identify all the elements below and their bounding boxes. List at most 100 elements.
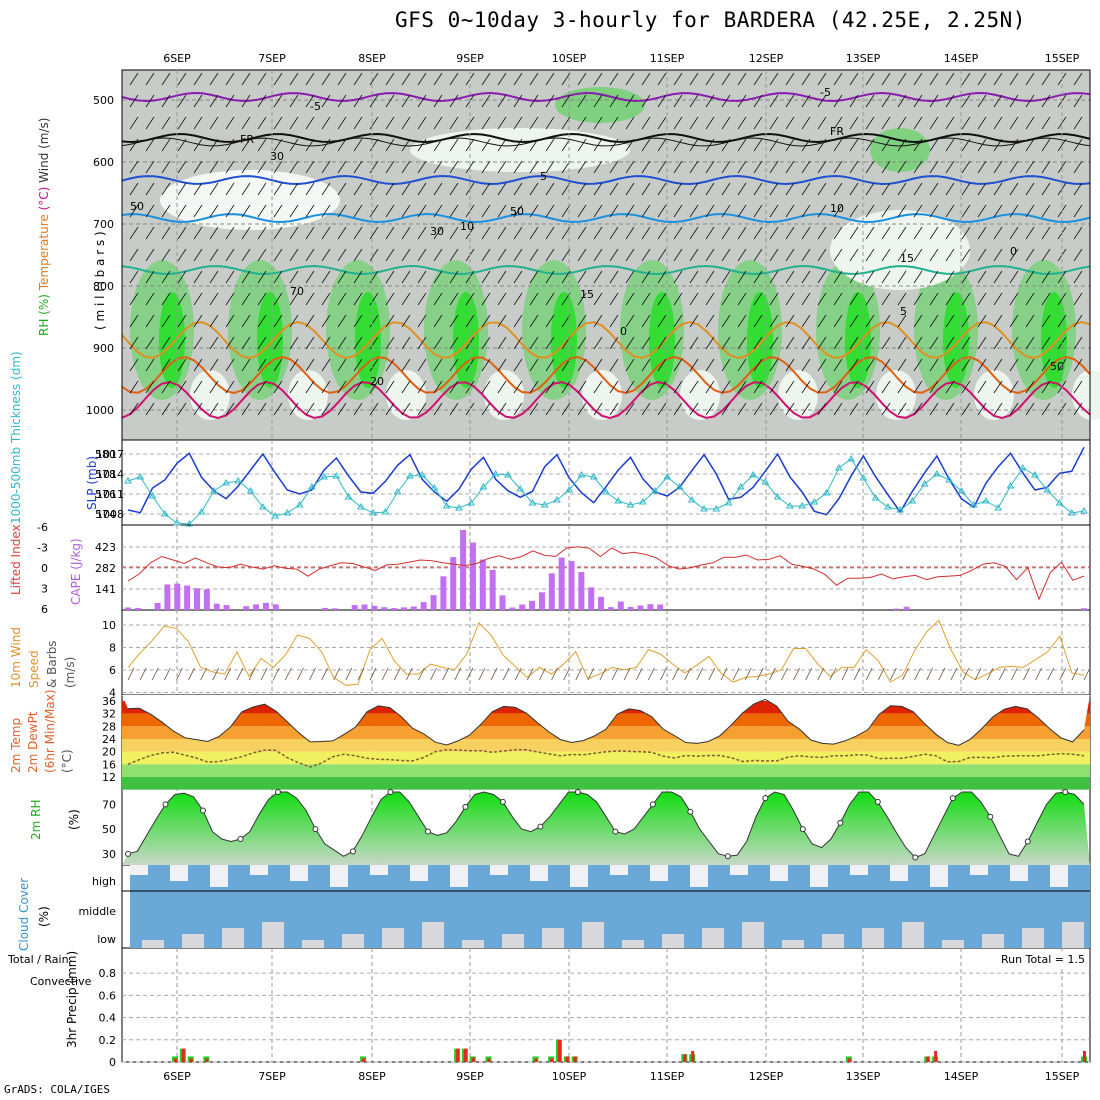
wind-barb (449, 94, 459, 108)
wind-barb (1041, 226, 1051, 240)
wind-barb (129, 270, 139, 284)
wind-barb (929, 94, 939, 108)
wind-barb (177, 138, 187, 152)
wind-barb (881, 314, 891, 328)
wind-barb (657, 138, 667, 152)
thickness-marker (295, 501, 304, 508)
wind-barb (721, 402, 731, 416)
wind-barb (785, 182, 795, 196)
date-label-bottom: 15SEP (1045, 1070, 1080, 1083)
thickness-marker (859, 474, 868, 481)
thickness-marker (418, 471, 427, 478)
wind-barb (513, 160, 523, 174)
thickness-marker (1018, 464, 1027, 471)
wind-barb (897, 94, 907, 108)
wind-barb (993, 116, 1003, 130)
wind-barb (913, 270, 923, 284)
wind-barb (625, 248, 635, 262)
wind-barb (993, 94, 1003, 108)
wind-barb (369, 72, 379, 86)
wind-barb (833, 380, 843, 394)
rh-marker (912, 854, 919, 861)
wind-barb (481, 270, 491, 284)
wind-barb (577, 248, 587, 262)
wind-barb (625, 336, 635, 350)
precip-convective-bar (362, 1058, 366, 1062)
cape-tick-label: 282 (95, 562, 116, 575)
thickness-marker (822, 489, 831, 496)
wind-barb (961, 226, 971, 240)
contour-label: -5 (310, 100, 321, 113)
wind-barb (913, 204, 923, 218)
wind-barb (929, 336, 939, 350)
wind-barb (945, 248, 955, 262)
wind-barb (753, 94, 763, 108)
cape-bar (322, 607, 329, 610)
cloud-gap-high (210, 865, 228, 887)
wind-barb (865, 72, 875, 86)
wind-barb (513, 138, 523, 152)
wind-barb (337, 226, 347, 240)
wind-barb (561, 72, 571, 86)
precip-tick-label: 0.8 (99, 967, 117, 980)
rh-dry-region (830, 210, 970, 290)
wind-barb (609, 402, 619, 416)
wind-barb (1041, 358, 1051, 372)
wind-barb (369, 248, 379, 262)
wind-barb (417, 292, 427, 306)
wind-barb (865, 402, 875, 416)
isotherm-line (121, 320, 1091, 360)
wind-barb (481, 380, 491, 394)
wind-barb (753, 226, 763, 240)
wind-barb (657, 160, 667, 174)
wind-barb (129, 138, 139, 152)
wind-barb (449, 138, 459, 152)
wind-barb (705, 204, 715, 218)
wind-barb (993, 314, 1003, 328)
wind-barb (257, 358, 267, 372)
wind-barb (817, 292, 827, 306)
wind-barb (641, 270, 651, 284)
wind-barb (385, 226, 395, 240)
wind-barb (753, 72, 763, 86)
wind-barb (433, 182, 443, 196)
precip-ylabel: 3hr Precip (mm) (65, 951, 79, 1048)
wind-barb (305, 336, 315, 350)
wind-barb (1057, 160, 1067, 174)
thickness-marker (124, 477, 132, 484)
wind-barb-10m (744, 667, 752, 681)
wind-barb (145, 380, 155, 394)
wind-barb (481, 292, 491, 306)
wind-barb (673, 314, 683, 328)
wind-barb (625, 94, 635, 108)
wind-barb (705, 292, 715, 306)
wind-barb (929, 270, 939, 284)
wind-barb (929, 160, 939, 174)
wind-barb (913, 182, 923, 196)
wind-barb (801, 292, 811, 306)
wind-barb (209, 402, 219, 416)
wind-barb (673, 358, 683, 372)
wind-barb (289, 402, 299, 416)
wind-barb (737, 336, 747, 350)
thickness-marker (884, 503, 892, 510)
wind-barb (625, 138, 635, 152)
wind-barb (977, 72, 987, 86)
wind-barb (593, 248, 603, 262)
wind-barb (577, 138, 587, 152)
wind-barb (417, 94, 427, 108)
wind-barb (481, 226, 491, 240)
wind-barb (401, 72, 411, 86)
wind-barb (657, 204, 667, 218)
pressure-tick-label: 800 (93, 280, 114, 293)
wind-barb (673, 270, 683, 284)
wind-barb-10m (333, 667, 341, 681)
wind-barb (273, 358, 283, 372)
thickness-marker (467, 499, 476, 506)
wind-barb (737, 182, 747, 196)
wind-barb (529, 270, 539, 284)
thickness-marker (773, 493, 782, 500)
wind-barb (641, 94, 651, 108)
wind-barb (913, 248, 923, 262)
cape-bar (558, 557, 565, 610)
